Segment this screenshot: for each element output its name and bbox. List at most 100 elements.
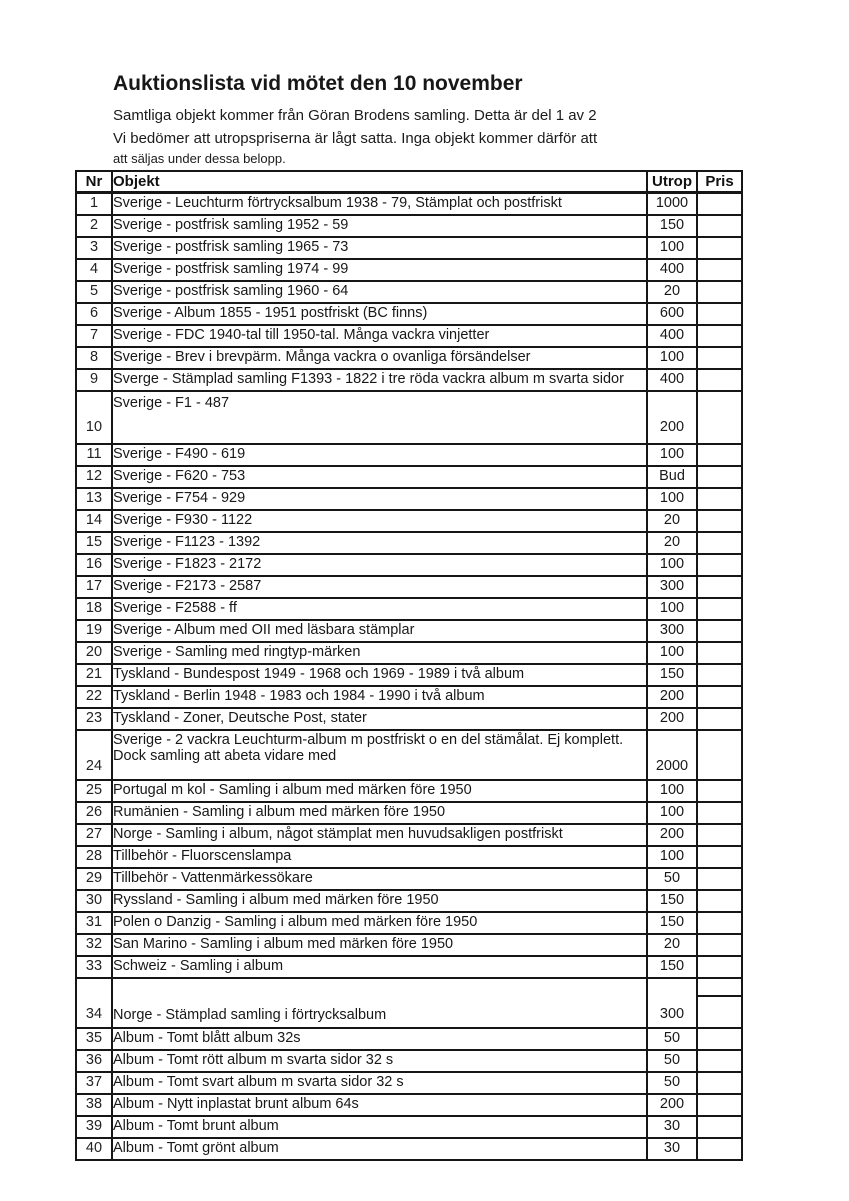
table-header-row: Nr Objekt Utrop Pris [75, 170, 743, 194]
lot-number-cell: 5 [75, 280, 113, 304]
final-price-cell-empty [696, 911, 743, 935]
starting-price-cell: 2000 [646, 729, 698, 781]
lot-number-cell: 33 [75, 955, 113, 979]
starting-price-cell: 1000 [646, 191, 698, 216]
final-price-cell-empty [696, 685, 743, 709]
lot-description-cell: Sverige - Samling med ringtyp-märken [111, 641, 648, 665]
starting-price-cell: 300 [646, 575, 698, 599]
final-price-cell-empty [696, 302, 743, 326]
lot-description-cell: Album - Nytt inplastat brunt album 64s [111, 1093, 648, 1117]
table-row: 35 Album - Tomt blått album 32s 50 [75, 1027, 743, 1051]
page-title: Auktionslista vid mötet den 10 november [113, 72, 523, 95]
lot-number-cell: 17 [75, 575, 113, 599]
final-price-cell-empty [696, 324, 743, 348]
starting-price-cell: 20 [646, 531, 698, 555]
lot-description-cell: Sverige - F490 - 619 [111, 443, 648, 467]
table-row: 26 Rumänien - Samling i album med märken… [75, 801, 743, 825]
starting-price-cell: 100 [646, 597, 698, 621]
starting-price-cell: 300 [646, 619, 698, 643]
table-row: 16 Sverige - F1823 - 2172 100 [75, 553, 743, 577]
starting-price-cell: 100 [646, 236, 698, 260]
lot-description-cell: Sverige - F2173 - 2587 [111, 575, 648, 599]
final-price-cell-empty [696, 663, 743, 687]
table-row: 21 Tyskland - Bundespost 1949 - 1968 och… [75, 663, 743, 687]
final-price-cell-empty [696, 1137, 743, 1161]
starting-price-cell: 20 [646, 933, 698, 957]
lot-description-cell: Norge - Stämplad samling i förtrycksalbu… [111, 977, 648, 1029]
starting-price-cell: 150 [646, 955, 698, 979]
final-price-cell-empty [696, 707, 743, 731]
starting-price-cell: 100 [646, 801, 698, 825]
table-row: 23 Tyskland - Zoner, Deutsche Post, stat… [75, 707, 743, 731]
lot-description-cell: Sverige - F754 - 929 [111, 487, 648, 511]
final-price-cell-empty [696, 1049, 743, 1073]
final-price-cell-empty [696, 553, 743, 577]
final-price-cell-empty [696, 867, 743, 891]
table-row: 3 Sverige - postfrisk samling 1965 - 73 … [75, 236, 743, 260]
lot-description-cell: Polen o Danzig - Samling i album med mär… [111, 911, 648, 935]
final-price-cell-empty [696, 619, 743, 643]
lot-number-cell: 7 [75, 324, 113, 348]
final-price-cell-empty [696, 531, 743, 555]
lot-number-cell: 13 [75, 487, 113, 511]
table-row: 13 Sverige - F754 - 929 100 [75, 487, 743, 511]
lot-description-cell: Schweiz - Samling i album [111, 955, 648, 979]
lot-description-cell: San Marino - Samling i album med märken … [111, 933, 648, 957]
lot-description-cell: Album - Tomt blått album 32s [111, 1027, 648, 1051]
final-price-cell-empty [696, 823, 743, 847]
lot-number-cell: 16 [75, 553, 113, 577]
final-price-cell-empty [696, 729, 743, 781]
table-row: 6 Sverige - Album 1855 - 1951 postfriskt… [75, 302, 743, 326]
lot-number-cell: 10 [75, 390, 113, 445]
lot-description-cell: Tillbehör - Vattenmärkessökare [111, 867, 648, 891]
lot-description-cell: Rumänien - Samling i album med märken fö… [111, 801, 648, 825]
lot-number-cell: 30 [75, 889, 113, 913]
starting-price-cell: 400 [646, 368, 698, 392]
lot-description-cell: Sverige - F1 - 487 [111, 390, 648, 445]
starting-price-cell: 600 [646, 302, 698, 326]
table-row: 39 Album - Tomt brunt album 30 [75, 1115, 743, 1139]
starting-price-cell: 20 [646, 280, 698, 304]
table-row: 1 Sverige - Leuchturm förtrycksalbum 193… [75, 191, 743, 216]
lot-description-cell: Album - Tomt brunt album [111, 1115, 648, 1139]
lot-number-cell: 29 [75, 867, 113, 891]
lot-number-cell: 12 [75, 465, 113, 489]
intro-line-3: att säljas under dessa belopp. [113, 151, 286, 166]
starting-price-cell: 50 [646, 1071, 698, 1095]
lot-description-cell: Ryssland - Samling i album med märken fö… [111, 889, 648, 913]
lot-number-cell: 21 [75, 663, 113, 687]
auction-lots-table: Nr Objekt Utrop Pris 1 Sverige - Leuchtu… [75, 170, 743, 1161]
lot-description-cell: Album - Tomt rött album m svarta sidor 3… [111, 1049, 648, 1073]
starting-price-cell: 150 [646, 889, 698, 913]
lot-number-cell: 18 [75, 597, 113, 621]
lot-number-cell: 22 [75, 685, 113, 709]
starting-price-cell: 200 [646, 1093, 698, 1117]
lot-description-cell: Tillbehör - Fluorscenslampa [111, 845, 648, 869]
column-header-utrop: Utrop [646, 170, 698, 194]
starting-price-cell: 150 [646, 663, 698, 687]
final-price-cell-empty [696, 641, 743, 665]
starting-price-cell: 200 [646, 707, 698, 731]
lot-description-cell: Portugal m kol - Samling i album med mär… [111, 779, 648, 803]
table-row: 11 Sverige - F490 - 619 100 [75, 443, 743, 467]
starting-price-cell: 150 [646, 214, 698, 238]
final-price-cell-empty [696, 443, 743, 467]
lot-number-cell: 32 [75, 933, 113, 957]
table-row: 28 Tillbehör - Fluorscenslampa 100 [75, 845, 743, 869]
table-row: 24 Sverige - 2 vackra Leuchturm-album m … [75, 729, 743, 781]
lot-description-cell: Sverige - F2588 - ff [111, 597, 648, 621]
lot-number-cell: 14 [75, 509, 113, 533]
table-row: 31 Polen o Danzig - Samling i album med … [75, 911, 743, 935]
final-price-cell-empty [696, 390, 743, 445]
lot-number-cell: 40 [75, 1137, 113, 1161]
starting-price-cell: 20 [646, 509, 698, 533]
lot-description-cell: Album - Tomt grönt album [111, 1137, 648, 1161]
lot-description-cell: Sverige - FDC 1940-tal till 1950-tal. Må… [111, 324, 648, 348]
final-price-cell-empty [696, 575, 743, 599]
table-row: 9 Sverge - Stämplad samling F1393 - 1822… [75, 368, 743, 392]
starting-price-cell: 200 [646, 823, 698, 847]
final-price-cell-empty [696, 280, 743, 304]
final-price-cell-empty [696, 1027, 743, 1051]
lot-number-cell: 25 [75, 779, 113, 803]
